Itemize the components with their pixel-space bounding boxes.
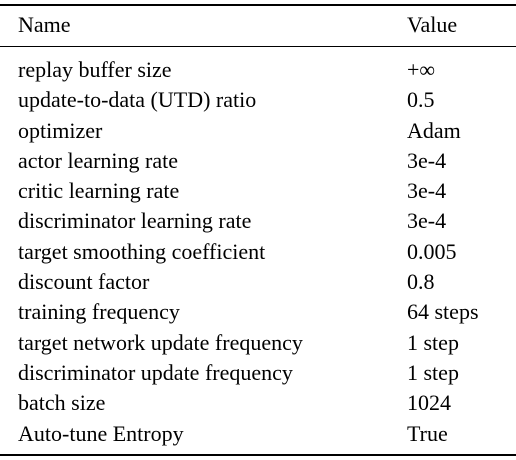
table-row: critic learning rate 3e-4: [0, 176, 516, 206]
table-top-rule: [0, 4, 516, 6]
row-name: update-to-data (UTD) ratio: [18, 87, 257, 113]
header-name: Name: [18, 12, 71, 37]
row-name: discriminator learning rate: [18, 208, 252, 234]
row-value: Adam: [407, 117, 461, 143]
row-value: 1 step: [407, 329, 459, 355]
row-value: +∞: [407, 57, 436, 82]
row-name: discriminator update frequency: [18, 359, 293, 385]
row-name: target network update frequency: [18, 329, 303, 355]
row-value: 0.005: [407, 238, 457, 264]
row-name: optimizer: [18, 117, 103, 143]
table-row: training frequency 64 steps: [0, 297, 516, 327]
row-value: 3e-4: [407, 178, 447, 204]
table-header-row: Name Value: [0, 8, 516, 42]
table-row: discriminator update frequency 1 step: [0, 358, 516, 388]
table-row: batch size 1024: [0, 388, 516, 418]
table-header-rule: [0, 46, 516, 47]
table-row: replay buffer size +∞: [0, 55, 516, 85]
row-name: Auto-tune Entropy: [18, 420, 184, 446]
row-name: training frequency: [18, 299, 180, 325]
row-name: critic learning rate: [18, 178, 180, 204]
row-value: 0.8: [407, 269, 435, 295]
table-row: Auto-tune Entropy True: [0, 419, 516, 449]
row-value: 1 step: [407, 359, 459, 385]
table-row: update-to-data (UTD) ratio 0.5: [0, 85, 516, 115]
row-value: 1024: [407, 390, 451, 416]
table-row: optimizer Adam: [0, 116, 516, 146]
row-value: 3e-4: [407, 208, 447, 234]
row-name: target smoothing coefficient: [18, 238, 266, 264]
table-body: replay buffer size +∞ update-to-data (UT…: [0, 55, 516, 449]
row-value: 3e-4: [407, 147, 447, 173]
table-bottom-rule: [0, 454, 516, 456]
table-row: target network update frequency 1 step: [0, 328, 516, 358]
row-name: actor learning rate: [18, 147, 179, 173]
row-name: discount factor: [18, 269, 150, 295]
table-row: discount factor 0.8: [0, 267, 516, 297]
row-name: batch size: [18, 390, 106, 416]
row-value: True: [407, 420, 448, 446]
table-row: discriminator learning rate 3e-4: [0, 206, 516, 236]
table-row: target smoothing coefficient 0.005: [0, 237, 516, 267]
row-value: 0.5: [407, 87, 435, 113]
row-name: replay buffer size: [18, 57, 172, 82]
header-value: Value: [407, 12, 458, 37]
row-value: 64 steps: [407, 299, 479, 325]
table-row: actor learning rate 3e-4: [0, 146, 516, 176]
